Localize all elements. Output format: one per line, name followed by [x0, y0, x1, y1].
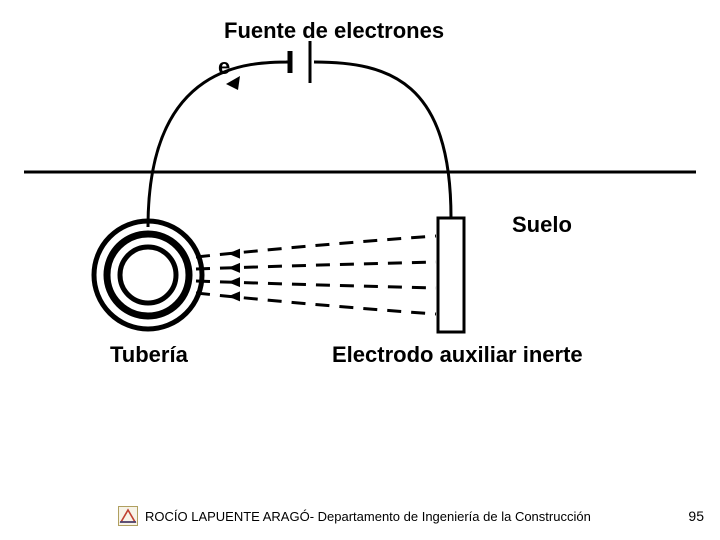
label-electron-symbol: e	[218, 54, 230, 80]
label-suelo: Suelo	[512, 212, 572, 238]
page-number: 95	[688, 508, 704, 524]
footer-author: ROCÍO LAPUENTE ARAGÓ- Departamento de In…	[145, 509, 591, 524]
label-tuberia: Tubería	[110, 342, 188, 368]
footer-bar: ROCÍO LAPUENTE ARAGÓ- Departamento de In…	[0, 504, 720, 526]
diagram-canvas	[0, 0, 720, 540]
logo-icon	[118, 506, 138, 526]
label-fuente: Fuente de electrones	[224, 18, 444, 44]
label-electrodo: Electrodo auxiliar inerte	[332, 342, 583, 368]
